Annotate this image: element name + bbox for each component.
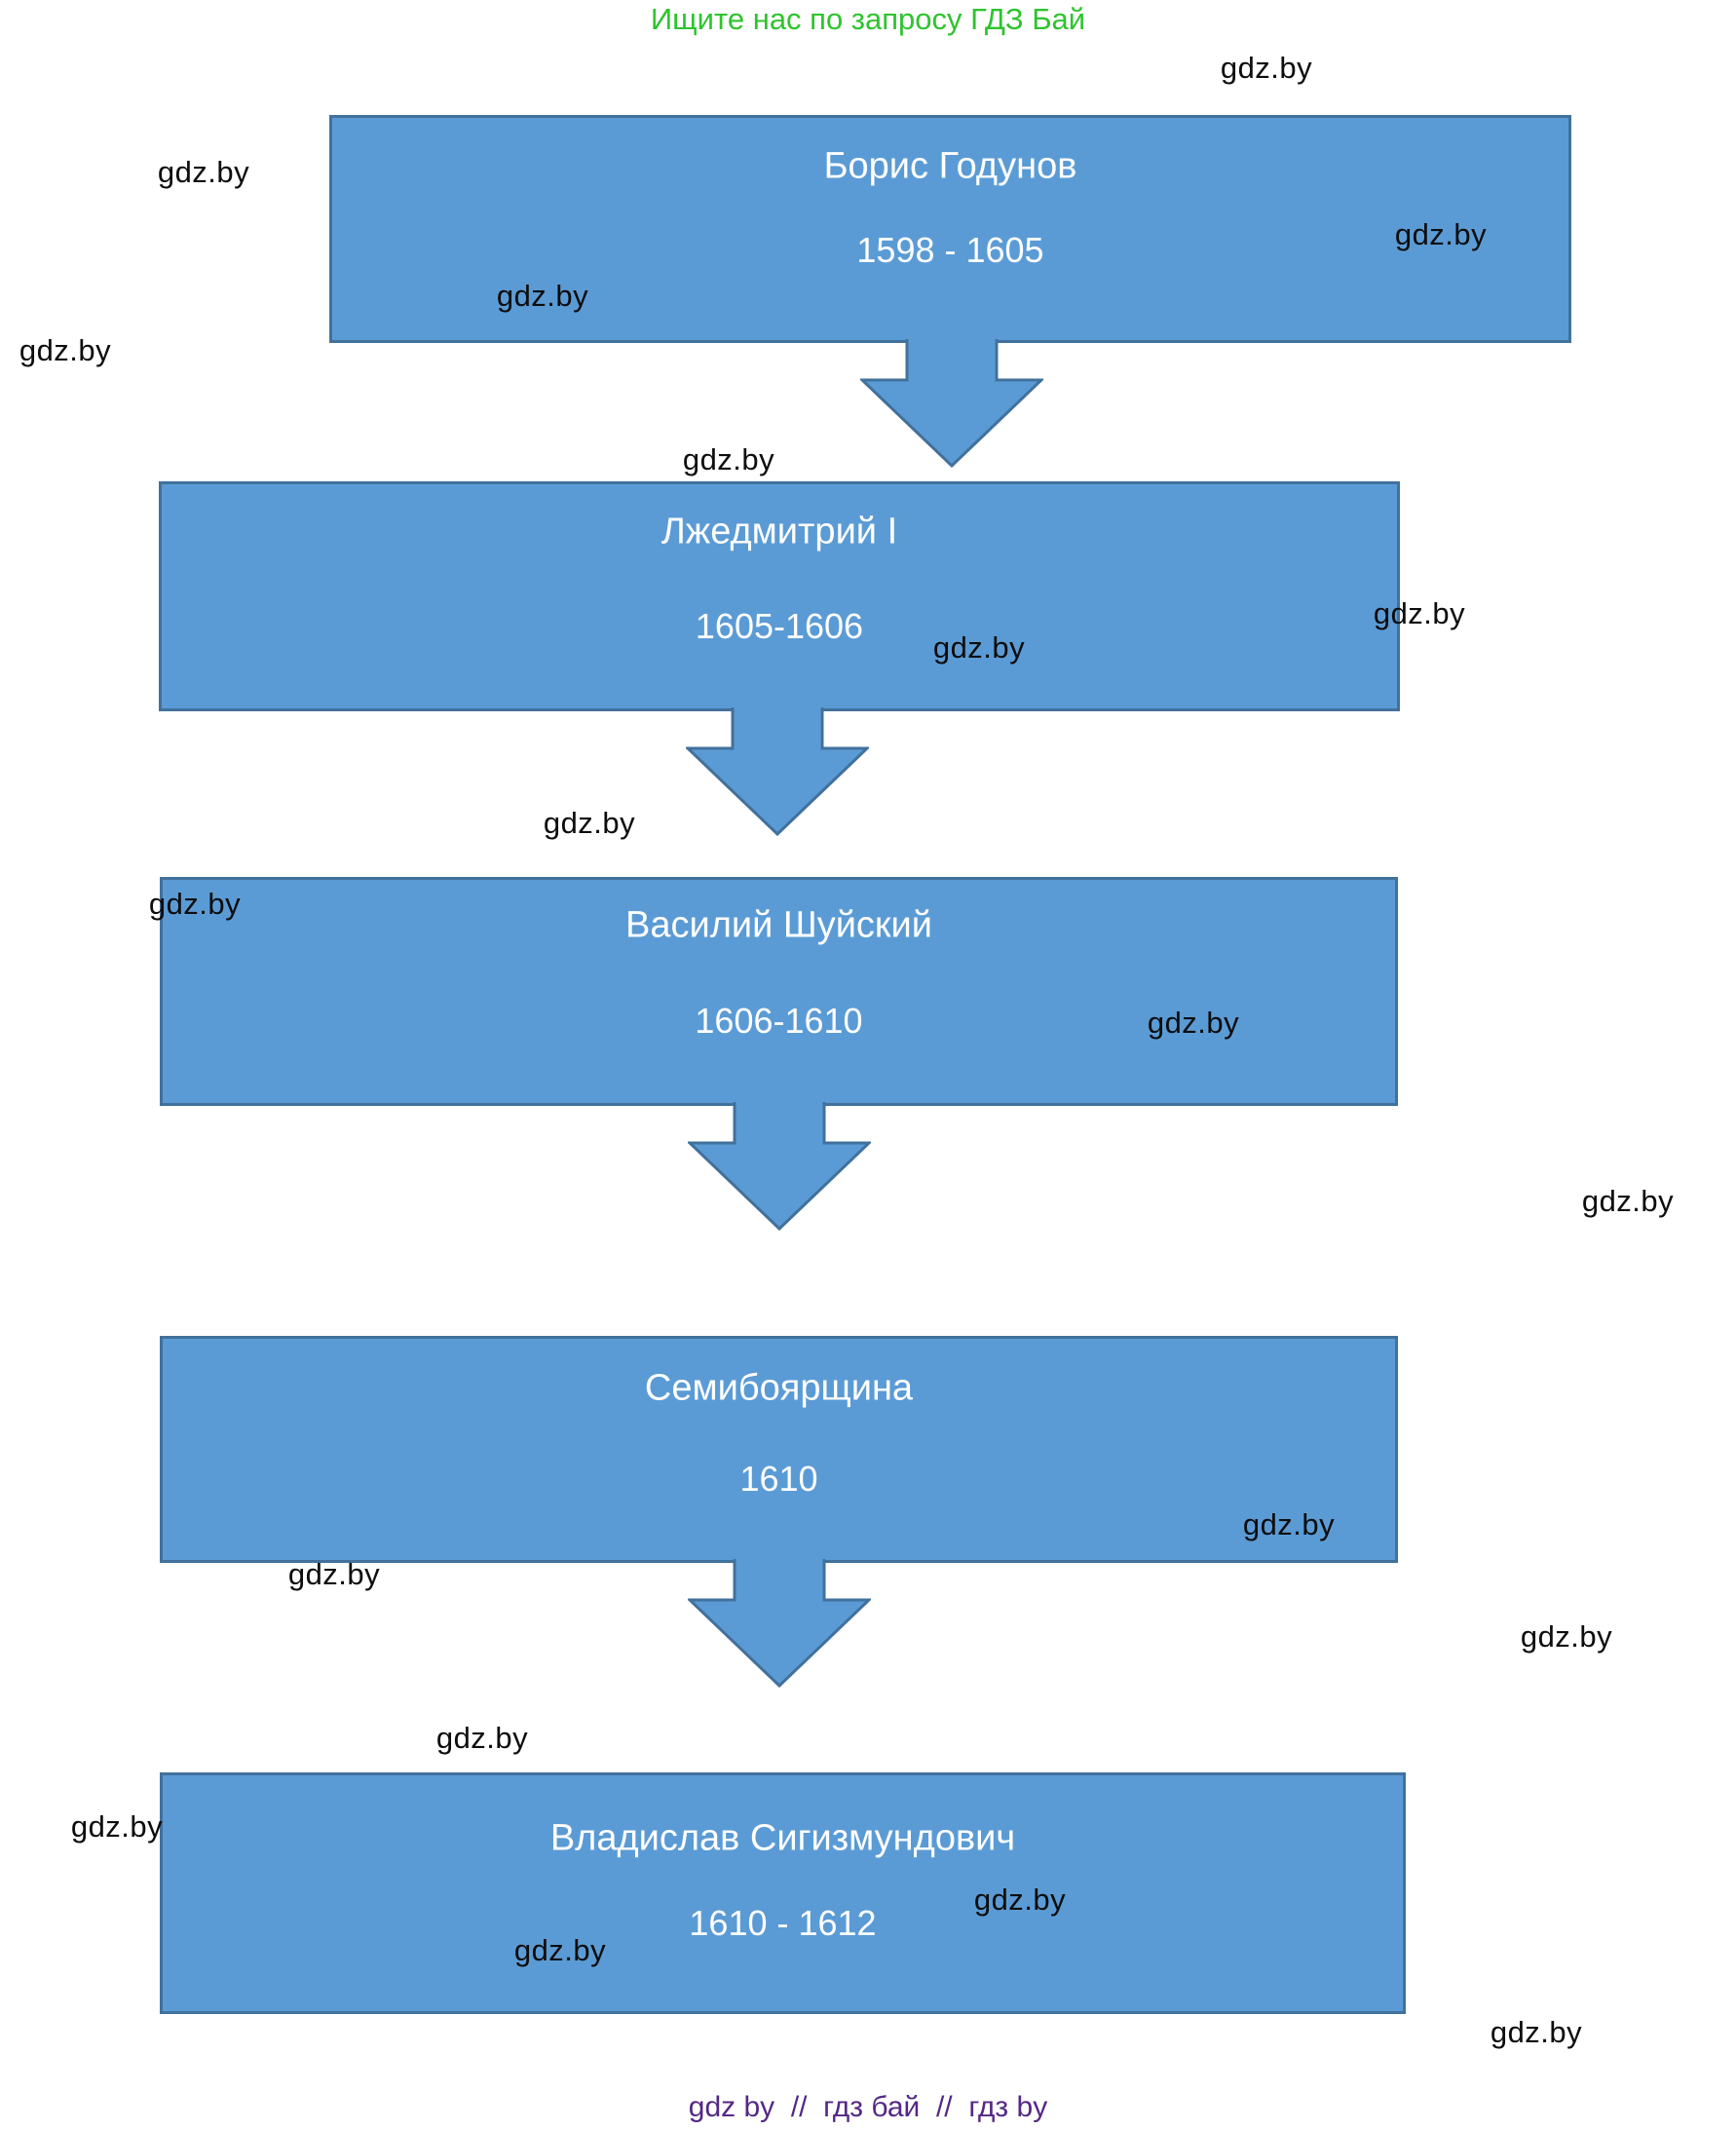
flow-node-period: 1610	[739, 1459, 818, 1499]
flow-node-5: Владислав Сигизмундович 1610 - 1612	[160, 1772, 1406, 2014]
watermark-gdz: gdz.by	[1581, 1184, 1675, 1218]
watermark-gdz: gdz.by	[435, 1721, 529, 1755]
watermark-gdz: gdz.by	[1373, 596, 1466, 630]
promo-header-text: Ищите нас по запросу ГДЗ Бай	[650, 2, 1086, 36]
down-arrow-1	[860, 339, 1043, 468]
watermark-gdz: gdz.by	[19, 333, 112, 367]
flow-node-period: 1610 - 1612	[689, 1903, 877, 1943]
watermark-gdz: gdz.by	[1220, 51, 1313, 85]
watermark-gdz: gdz.by	[973, 1883, 1067, 1917]
flow-node-4: Семибоярщина 1610	[160, 1336, 1398, 1563]
watermark-gdz: gdz.by	[70, 1809, 164, 1844]
watermark-gdz: gdz.by	[682, 442, 775, 476]
flow-node-title: Владислав Сигизмундович	[549, 1817, 1016, 1859]
watermark-gdz: gdz.by	[157, 155, 250, 189]
down-arrow-4	[688, 1559, 871, 1688]
watermark-gdz: gdz.by	[148, 887, 242, 921]
watermark-gdz: gdz.by	[1520, 1619, 1613, 1654]
flow-node-title: Василий Шуйский	[624, 904, 933, 946]
watermark-gdz: gdz.by	[1147, 1006, 1240, 1040]
down-arrow-3	[688, 1102, 871, 1231]
watermark-gdz: gdz.by	[1490, 2015, 1583, 2049]
flow-node-period: 1606-1610	[695, 1001, 863, 1041]
flow-node-period: 1605-1606	[695, 606, 864, 646]
watermark-gdz: gdz.by	[543, 806, 636, 840]
flow-node-period: 1598 - 1605	[856, 230, 1044, 270]
flow-node-3: Василий Шуйский 1606-1610	[160, 877, 1398, 1106]
watermark-gdz: gdz.by	[1394, 217, 1488, 251]
watermark-gdz: gdz.by	[496, 279, 589, 313]
flow-node-title: Семибоярщина	[644, 1367, 914, 1409]
watermark-gdz: gdz.by	[932, 630, 1026, 665]
watermark-gdz: gdz.by	[513, 1933, 607, 1967]
flow-node-1: Борис Годунов 1598 - 1605	[329, 115, 1571, 343]
flow-node-title: Борис Годунов	[823, 145, 1077, 187]
watermark-gdz: gdz.by	[287, 1557, 381, 1591]
flow-node-2: Лжедмитрий I 1605-1606	[159, 481, 1400, 711]
watermark-gdz: gdz.by	[1242, 1507, 1336, 1541]
footer-watermark-text: gdz by // гдз бай // гдз by	[688, 2091, 1048, 2123]
down-arrow-2	[686, 707, 869, 836]
flow-node-title: Лжедмитрий I	[660, 511, 898, 552]
